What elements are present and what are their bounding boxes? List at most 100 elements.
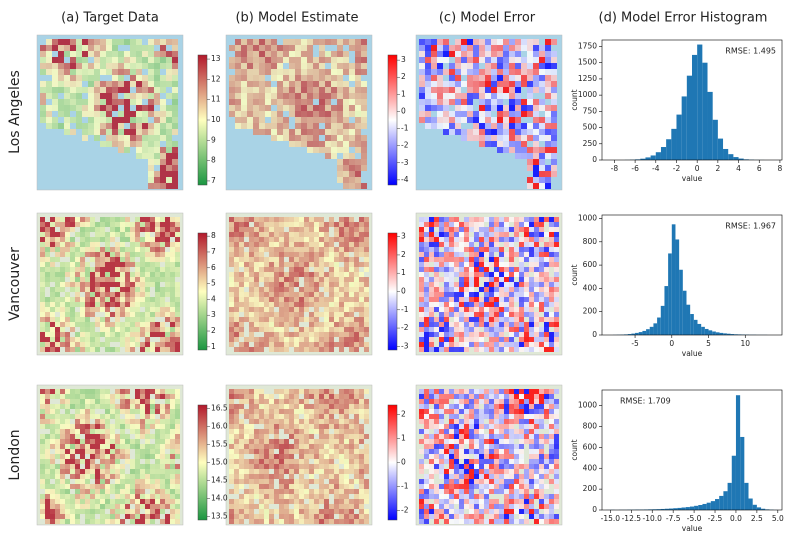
map-cell: [307, 141, 313, 147]
map-cell: [76, 63, 82, 69]
map-cell: [125, 494, 130, 499]
map-cell: [474, 347, 479, 352]
map-cell: [479, 302, 484, 307]
map-cell: [95, 257, 100, 262]
map-cell: [70, 307, 75, 312]
map-cell: [359, 247, 364, 252]
map-cell: [229, 242, 234, 247]
map-cell: [431, 45, 437, 51]
map-cell: [419, 307, 424, 312]
map-cell: [524, 322, 529, 327]
map-cell: [55, 342, 60, 347]
map-cell: [82, 51, 88, 57]
map-cell: [349, 464, 354, 469]
map-cell: [120, 227, 125, 232]
map-cell: [459, 424, 464, 429]
map-cell: [145, 404, 150, 409]
map-cell: [105, 262, 110, 267]
map-cell: [549, 389, 554, 394]
map-cell: [105, 287, 110, 292]
map-cell: [150, 217, 155, 222]
map-cell: [434, 347, 439, 352]
map-cell: [359, 217, 364, 222]
map-cell: [55, 217, 60, 222]
map-cell: [65, 459, 70, 464]
map-cell: [304, 394, 309, 399]
map-cell: [504, 302, 509, 307]
map-cell: [115, 272, 120, 277]
map-cell: [545, 45, 551, 51]
map-cell: [145, 479, 150, 484]
map-cell: [279, 277, 284, 282]
map-cell: [90, 342, 95, 347]
map-cell: [364, 489, 369, 494]
map-cell: [136, 63, 142, 69]
map-cell: [554, 347, 559, 352]
map-cell: [349, 484, 354, 489]
map-cell: [304, 267, 309, 272]
map-cell: [329, 424, 334, 429]
map-cell: [289, 272, 294, 277]
map-cell: [484, 394, 489, 399]
map-cell: [60, 277, 65, 282]
map-cell: [60, 454, 65, 459]
map-cell: [319, 327, 324, 332]
map-cell: [485, 45, 491, 51]
map-cell: [142, 153, 148, 159]
map-cell: [269, 519, 274, 524]
map-cell: [100, 45, 106, 51]
map-cell: [247, 63, 253, 69]
map-cell: [140, 237, 145, 242]
map-cell: [454, 409, 459, 414]
map-cell: [419, 327, 424, 332]
map-cell: [503, 93, 509, 99]
map-cell: [279, 282, 284, 287]
map-cell: [424, 267, 429, 272]
map-cell: [549, 399, 554, 404]
map-cell: [120, 464, 125, 469]
map-cell: [60, 317, 65, 322]
map-cell: [469, 312, 474, 317]
map-cell: [331, 75, 337, 81]
map-cell: [55, 287, 60, 292]
map-cell: [170, 257, 175, 262]
map-cell: [284, 409, 289, 414]
map-cell: [514, 409, 519, 414]
map-cell: [429, 342, 434, 347]
colorbar-tick-label: -3: [401, 341, 409, 350]
map-cell: [269, 317, 274, 322]
map-cell: [45, 237, 50, 242]
map-cell: [264, 317, 269, 322]
map-cell: [165, 519, 170, 524]
map-cell: [454, 227, 459, 232]
map-cell: [85, 227, 90, 232]
map-cell: [259, 449, 264, 454]
map-cell: [489, 389, 494, 394]
map-cell: [454, 252, 459, 257]
map-cell: [329, 439, 334, 444]
map-cell: [359, 312, 364, 317]
map-cell: [95, 439, 100, 444]
map-cell: [424, 347, 429, 352]
map-cell: [339, 217, 344, 222]
map-cell: [534, 337, 539, 342]
map-cell: [439, 424, 444, 429]
map-cell: [359, 322, 364, 327]
map-cell: [309, 494, 314, 499]
map-cell: [514, 287, 519, 292]
map-cell: [484, 292, 489, 297]
map-cell: [499, 312, 504, 317]
map-cell: [439, 217, 444, 222]
map-cell: [110, 277, 115, 282]
map-cell: [241, 111, 247, 117]
map-cell: [497, 57, 503, 63]
map-cell: [70, 519, 75, 524]
map-cell: [100, 51, 106, 57]
map-cell: [155, 272, 160, 277]
map-cell: [241, 81, 247, 87]
map-cell: [344, 262, 349, 267]
map-cell: [150, 297, 155, 302]
map-cell: [160, 439, 165, 444]
map-cell: [364, 519, 369, 524]
map-cell: [145, 469, 150, 474]
